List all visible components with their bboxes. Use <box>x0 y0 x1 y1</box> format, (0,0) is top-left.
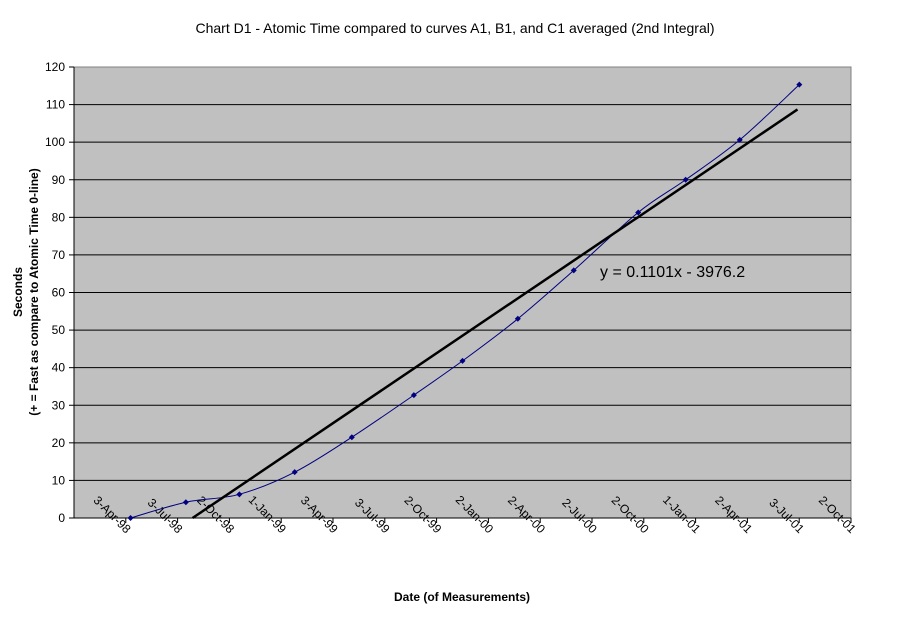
y-tick-label: 90 <box>52 173 66 187</box>
data-point <box>796 81 803 88</box>
data-series <box>127 81 803 521</box>
trendline-equation: y = 0.1101x - 3976.2 <box>600 264 745 281</box>
gridlines <box>74 104 851 481</box>
y-tick-label: 50 <box>52 323 66 337</box>
data-point <box>410 392 417 399</box>
x-axis-title: Date (of Measurements) <box>394 590 530 604</box>
trendline <box>191 108 799 520</box>
data-point <box>127 515 134 521</box>
data-point <box>570 267 577 274</box>
y-tick-label: 30 <box>52 398 66 412</box>
trendline-group <box>191 108 799 520</box>
y-axis-title-line2: (+ = Fast as compare to Atomic Time 0-li… <box>27 168 41 415</box>
series-line <box>130 84 800 519</box>
data-point <box>182 499 189 506</box>
data-point <box>736 136 743 143</box>
y-tick-label: 110 <box>46 98 65 112</box>
y-tick-label: 60 <box>52 286 66 300</box>
data-point <box>514 315 521 322</box>
y-axis: 0 10 20 30 40 50 60 70 80 90 100 110 120 <box>45 60 75 525</box>
data-point <box>682 176 689 183</box>
chart-title: Chart D1 - Atomic Time compared to curve… <box>195 20 714 36</box>
data-point <box>348 434 355 441</box>
y-tick-label: 100 <box>45 135 65 149</box>
y-tick-label: 70 <box>52 248 66 262</box>
y-tick-label: 120 <box>45 60 65 74</box>
y-tick-label: 0 <box>58 511 65 525</box>
y-axis-title-line1: Seconds <box>11 267 25 317</box>
data-point <box>291 469 298 476</box>
data-point <box>236 491 243 498</box>
y-tick-label: 20 <box>52 436 66 450</box>
y-tick-label: 80 <box>52 210 66 224</box>
data-point <box>459 357 466 364</box>
y-tick-label: 10 <box>52 473 66 487</box>
data-point <box>635 209 642 216</box>
y-tick-label: 40 <box>52 361 66 375</box>
